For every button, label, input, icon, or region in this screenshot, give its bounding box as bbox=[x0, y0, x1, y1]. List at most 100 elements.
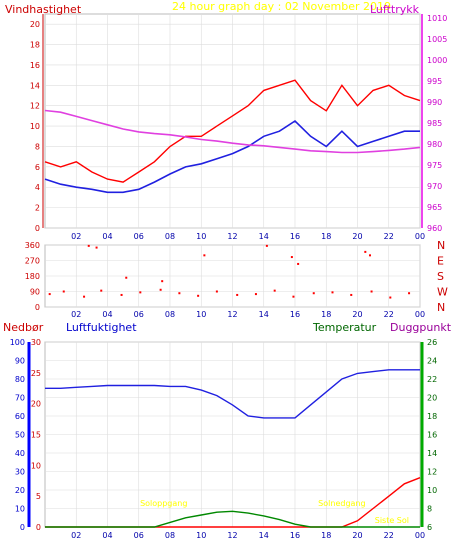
direction-x-tick: 04 bbox=[102, 310, 112, 319]
wind-x-tick: 16 bbox=[290, 232, 300, 241]
direction-y-tick: 360 bbox=[25, 241, 40, 250]
humidity-x-tick: 20 bbox=[352, 531, 362, 540]
direction-x-tick: 18 bbox=[321, 310, 331, 319]
compass-tick: W bbox=[437, 286, 448, 299]
direction-x-tick: 12 bbox=[227, 310, 237, 319]
compass-tick: N bbox=[437, 239, 445, 252]
pressure-y-tick: 990 bbox=[427, 98, 442, 107]
wind-x-tick: 20 bbox=[352, 232, 362, 241]
wind-x-tick: 10 bbox=[196, 232, 206, 241]
direction-outlier-point bbox=[290, 256, 293, 259]
direction-point bbox=[215, 290, 218, 293]
temperature-y-tick: 20 bbox=[427, 394, 437, 403]
wind-x-ticks: 02 04 06 08 10 12 14 16 18 20 22 00 bbox=[71, 232, 425, 241]
wind-x-tick: 04 bbox=[102, 232, 112, 241]
humidity-x-tick: 22 bbox=[384, 531, 394, 540]
duggpunkt-label: Duggpunkt bbox=[390, 321, 452, 334]
direction-point bbox=[120, 293, 123, 296]
direction-outlier-point bbox=[265, 244, 268, 247]
humidity-y-tick: 10 bbox=[15, 505, 25, 514]
wind-x-tick: 14 bbox=[259, 232, 269, 241]
temperature-y-ticks: 6 8 10 12 14 16 18 20 22 24 26 bbox=[420, 338, 437, 532]
humidity-y-tick: 40 bbox=[15, 449, 25, 458]
wind-y-right-ticks: 960 965 970 975 980 985 990 995 1000 1005 1010 bbox=[421, 14, 447, 233]
direction-point bbox=[159, 288, 162, 291]
direction-point bbox=[178, 292, 181, 295]
direction-point bbox=[408, 292, 411, 295]
rain-y-ticks: 0 5 10 15 20 25 30 bbox=[31, 338, 41, 532]
direction-x-tick: 00 bbox=[415, 310, 425, 319]
temperature-y-tick: 6 bbox=[427, 523, 432, 532]
direction-point bbox=[83, 295, 86, 298]
wind-series bbox=[44, 79, 421, 194]
wind-average-line bbox=[44, 119, 420, 194]
direction-outlier-point bbox=[95, 246, 98, 249]
pressure-y-tick: 985 bbox=[427, 119, 442, 128]
direction-point bbox=[312, 292, 315, 295]
direction-x-tick: 06 bbox=[134, 310, 144, 319]
humidity-x-tick: 00 bbox=[415, 531, 425, 540]
direction-outlier-point bbox=[87, 244, 90, 247]
direction-point bbox=[62, 290, 65, 293]
compass-tick: S bbox=[437, 270, 444, 283]
wind-y-tick: 6 bbox=[35, 163, 40, 172]
pressure-y-tick: 1010 bbox=[427, 14, 447, 23]
pressure-y-tick: 980 bbox=[427, 140, 442, 149]
direction-point bbox=[292, 295, 295, 298]
rain-y-tick: 15 bbox=[31, 431, 41, 440]
direction-point bbox=[197, 294, 200, 297]
humidity-x-tick: 10 bbox=[196, 531, 206, 540]
luftfuktighet-label: Luftfuktighet bbox=[66, 321, 137, 334]
direction-y-tick: 0 bbox=[35, 303, 40, 312]
direction-outlier-point bbox=[203, 254, 206, 257]
rain-y-tick: 25 bbox=[31, 369, 41, 378]
humidity-y-tick: 60 bbox=[15, 412, 25, 421]
direction-point bbox=[48, 293, 51, 296]
direction-x-tick: 02 bbox=[71, 310, 81, 319]
wind-y-tick: 8 bbox=[35, 142, 40, 151]
wind-y-tick: 20 bbox=[30, 20, 40, 29]
wind-right-label: Lufttrykk bbox=[370, 3, 420, 16]
wind-x-tick: 08 bbox=[165, 232, 175, 241]
direction-point bbox=[350, 293, 353, 296]
direction-point bbox=[331, 291, 334, 294]
humidity-temperature-panel: 0 10 20 30 40 50 60 70 80 90 100 0 5 10 15 20 25 30 6 8 10… bbox=[3, 321, 452, 540]
temperature-y-tick: 14 bbox=[427, 449, 437, 458]
wind-y-left-ticks: 0 2 4 6 8 10 12 14 16 18 20 bbox=[30, 14, 44, 233]
humidity-x-tick: 04 bbox=[102, 531, 112, 540]
rain-y-tick: 20 bbox=[31, 400, 41, 409]
temperature-y-tick: 8 bbox=[427, 505, 432, 514]
direction-x-tick: 10 bbox=[196, 310, 206, 319]
direction-point bbox=[370, 290, 373, 293]
direction-x-ticks: 02 04 06 08 10 12 14 16 18 20 22 00 bbox=[71, 310, 425, 319]
pressure-y-tick: 975 bbox=[427, 161, 442, 170]
direction-y-tick: 180 bbox=[25, 272, 40, 281]
sun-annotation: Soloppgang bbox=[140, 499, 187, 508]
temperature-y-tick: 12 bbox=[427, 468, 437, 477]
pressure-y-tick: 960 bbox=[427, 224, 442, 233]
wind-x-tick: 00 bbox=[415, 232, 425, 241]
humidity-y-tick: 80 bbox=[15, 375, 25, 384]
wind-x-tick: 12 bbox=[227, 232, 237, 241]
humidity-y-tick: 20 bbox=[15, 486, 25, 495]
pressure-y-tick: 970 bbox=[427, 182, 442, 191]
humidity-y-tick: 70 bbox=[15, 394, 25, 403]
rain-y-tick: 0 bbox=[36, 523, 41, 532]
temperature-y-tick: 26 bbox=[427, 338, 437, 347]
pressure-line bbox=[44, 109, 421, 154]
humidity-x-tick: 08 bbox=[165, 531, 175, 540]
temperature-y-tick: 24 bbox=[427, 357, 437, 366]
rain-y-tick: 10 bbox=[31, 461, 41, 470]
direction-y-tick: 90 bbox=[30, 288, 40, 297]
direction-point bbox=[389, 296, 392, 299]
pressure-y-tick: 965 bbox=[427, 203, 442, 212]
temperature-line bbox=[45, 510, 420, 528]
humidity-y-tick: 30 bbox=[15, 468, 25, 477]
direction-y-tick: 270 bbox=[25, 257, 40, 266]
direction-point bbox=[254, 293, 257, 296]
pressure-y-tick: 1005 bbox=[427, 35, 447, 44]
temperature-y-tick: 10 bbox=[427, 486, 437, 495]
compass-tick: E bbox=[437, 255, 444, 268]
